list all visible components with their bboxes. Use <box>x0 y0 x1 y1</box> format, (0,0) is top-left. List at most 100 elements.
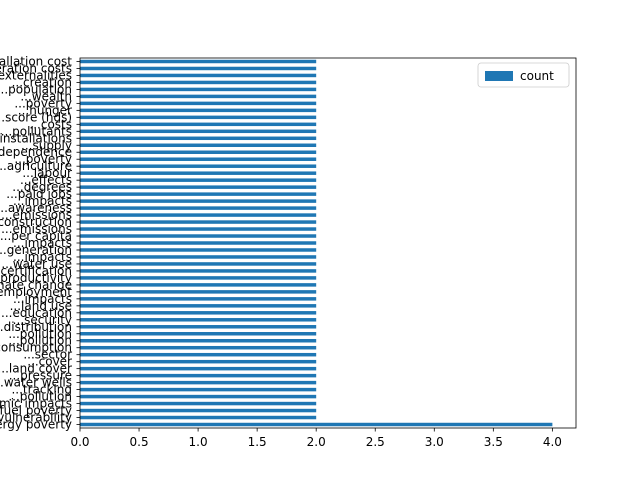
y-tick-label: ...pressure <box>9 369 72 383</box>
y-tick-label: ...labour <box>22 166 72 180</box>
bar <box>80 318 317 322</box>
bar <box>80 129 317 134</box>
y-tick-label: ...impacts <box>13 236 72 250</box>
bar <box>80 290 317 294</box>
bar <box>80 387 317 392</box>
y-tick-label: ...employment <box>0 285 72 299</box>
bar <box>80 352 317 357</box>
y-tick-label: ...score (hds) <box>0 110 72 124</box>
bar <box>80 206 317 210</box>
y-tick-label: ...consumption <box>0 341 72 355</box>
y-tick-label: ...certification <box>0 264 72 278</box>
y-tick-label: ...emissions <box>1 208 72 222</box>
bar <box>80 94 317 99</box>
y-tick-label: ...tracking <box>11 383 72 397</box>
bar <box>80 192 317 196</box>
y-tick-label: ...emissions <box>1 222 72 236</box>
bar <box>80 262 317 266</box>
bar <box>80 297 317 301</box>
x-tick-label: 1.5 <box>248 435 267 449</box>
y-tick-label: ...impacts <box>13 194 72 208</box>
bar <box>80 373 317 378</box>
bar <box>80 338 317 343</box>
bar <box>80 332 317 336</box>
y-tick-label: ...pollution <box>8 334 72 348</box>
x-axis-ticks: 0.0 0.5 1.0 1.5 2.0 2.5 3.0 3.5 4.0 <box>70 428 562 449</box>
bar <box>80 171 317 175</box>
bar <box>80 311 317 315</box>
y-tick-label: ...climate change <box>0 278 72 292</box>
bar <box>80 150 317 154</box>
bar <box>80 325 317 329</box>
y-tick-label: ...land cover <box>0 362 72 376</box>
x-tick-label: 2.0 <box>307 435 326 449</box>
x-tick-label: 0.0 <box>70 435 89 449</box>
x-tick-label: 3.0 <box>425 435 444 449</box>
y-tick-label: ...land use <box>10 299 72 313</box>
y-tick-label: ...impacts <box>13 292 72 306</box>
y-tick-label: ...hunger <box>18 103 72 117</box>
y-tick-label: ...population <box>0 82 72 96</box>
y-tick-label: ...costs <box>29 117 72 131</box>
y-tick-label: installation cost <box>0 54 72 68</box>
y-tick-label: ...sector <box>23 348 72 362</box>
y-tick-label: ...effects <box>20 173 72 187</box>
y-tick-label: ...wealth <box>20 89 72 103</box>
y-tick-label: ...cover <box>27 355 72 369</box>
bar <box>80 304 317 308</box>
bar <box>80 115 317 120</box>
x-tick-label: 1.0 <box>189 435 208 449</box>
bar <box>80 345 317 350</box>
bar <box>80 366 317 371</box>
y-tick-label: ...water use <box>1 257 72 271</box>
bar <box>80 220 317 224</box>
bar <box>80 359 317 364</box>
y-tick-label: fuel poverty <box>0 404 72 418</box>
bar <box>80 108 317 113</box>
bar <box>80 164 317 168</box>
bar <box>80 276 317 280</box>
y-tick-label: ...security <box>13 313 72 327</box>
y-tick-label: ...poverty <box>14 152 72 166</box>
y-tick-label: ...distribution <box>0 320 72 334</box>
y-tick-label: ...per capita <box>0 229 72 243</box>
bar <box>80 248 317 252</box>
bar <box>80 178 317 182</box>
bar <box>80 157 317 161</box>
x-tick-label: 2.5 <box>366 435 385 449</box>
legend-label-count: count <box>520 69 554 83</box>
bar <box>80 408 317 413</box>
y-tick-label: ...construction <box>0 215 72 229</box>
bar <box>80 241 317 245</box>
y-tick-label: ...agriculture <box>0 159 72 173</box>
y-tick-label: energy poverty <box>0 418 72 432</box>
y-tick-label: ...paid jobs <box>6 187 72 201</box>
y-tick-label: ...awareness <box>0 201 72 215</box>
bar <box>80 143 317 148</box>
legend-swatch-count <box>485 71 513 81</box>
y-tick-label: ...water wells <box>0 376 72 390</box>
bar <box>80 122 317 127</box>
y-tick-label: ...externalities <box>0 68 72 82</box>
bar <box>80 73 317 78</box>
y-tick-label: ...poverty <box>14 96 72 110</box>
bar <box>80 422 553 427</box>
x-tick-label: 0.5 <box>130 435 149 449</box>
bar <box>80 199 317 203</box>
x-tick-label: 4.0 <box>543 435 562 449</box>
bar <box>80 283 317 287</box>
bar <box>80 415 317 420</box>
y-tick-label: ...productivity <box>0 271 72 285</box>
y-tick-label: ...dependence <box>0 145 72 159</box>
bar <box>80 80 317 85</box>
bar <box>80 101 317 106</box>
y-tick-label: ...impacts <box>13 250 72 264</box>
bar <box>80 213 317 217</box>
y-tick-label: ...creation <box>12 75 72 89</box>
bar <box>80 234 317 238</box>
bar <box>80 66 317 71</box>
y-tick-label: vulnerability <box>0 411 72 425</box>
x-tick-label: 3.5 <box>484 435 503 449</box>
